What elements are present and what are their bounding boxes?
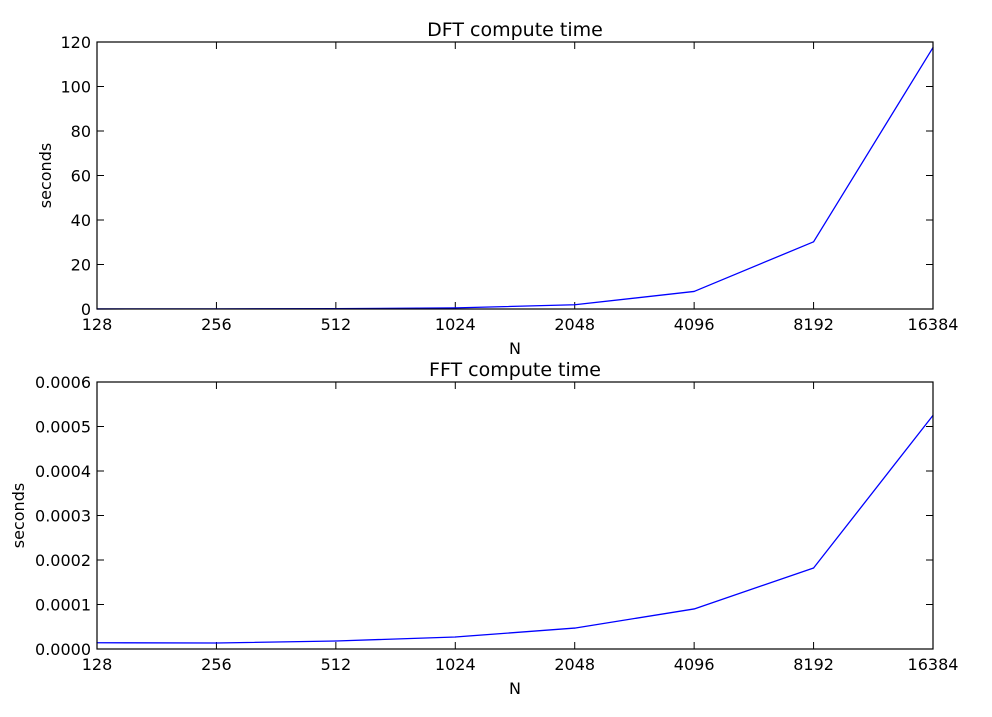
x-tick-label: 8192 (793, 655, 834, 674)
data-point (693, 290, 695, 293)
x-tick-label: 512 (321, 315, 352, 334)
x-axis-label: N (509, 679, 521, 698)
y-tick-label: 0.0001 (35, 596, 91, 615)
x-tick-label: 256 (201, 655, 232, 674)
y-tick-label: 0.0006 (35, 373, 91, 392)
x-tick-label: 16384 (908, 315, 959, 334)
y-tick-label: 0.0002 (35, 551, 91, 570)
x-tick-label: 8192 (793, 315, 834, 334)
y-tick-label: 0.0005 (35, 418, 91, 437)
data-point (215, 642, 218, 644)
y-tick-label: 120 (60, 33, 91, 52)
x-tick-label: 1024 (435, 315, 476, 334)
y-axis-label: seconds (36, 143, 55, 208)
plot-frame (96, 381, 934, 650)
y-tick-label: 40 (71, 211, 91, 230)
data-point (574, 304, 576, 306)
y-tick-label: 20 (71, 256, 91, 275)
x-tick-label: 2048 (554, 315, 595, 334)
data-point (574, 627, 576, 629)
x-tick-label: 512 (321, 655, 352, 674)
series-line (96, 47, 934, 310)
x-axis-label: N (509, 339, 521, 358)
data-point (454, 307, 456, 309)
x-tick-label: 128 (82, 315, 113, 334)
x-tick-label: 2048 (554, 655, 595, 674)
y-tick-label: 0.0000 (35, 640, 91, 659)
data-point (454, 636, 456, 638)
data-point (335, 640, 337, 642)
chart-title: FFT compute time (429, 359, 601, 381)
y-tick-label: 80 (71, 122, 91, 141)
series-line (96, 414, 934, 644)
y-tick-label: 60 (71, 167, 91, 186)
data-point (812, 567, 815, 569)
x-tick-label: 256 (201, 315, 232, 334)
y-axis-label: seconds (9, 483, 28, 548)
x-tick-label: 1024 (435, 655, 476, 674)
chart-title: DFT compute time (427, 19, 603, 41)
data-point (693, 608, 695, 610)
data-point (812, 241, 815, 243)
y-tick-label: 0 (81, 300, 91, 319)
plot-frame (96, 41, 934, 310)
y-tick-label: 0.0004 (35, 462, 91, 481)
y-tick-label: 0.0003 (35, 507, 91, 526)
x-tick-label: 128 (82, 655, 113, 674)
x-tick-label: 4096 (674, 315, 715, 334)
y-tick-label: 100 (60, 78, 91, 97)
x-tick-label: 16384 (908, 655, 959, 674)
x-tick-label: 4096 (674, 655, 715, 674)
